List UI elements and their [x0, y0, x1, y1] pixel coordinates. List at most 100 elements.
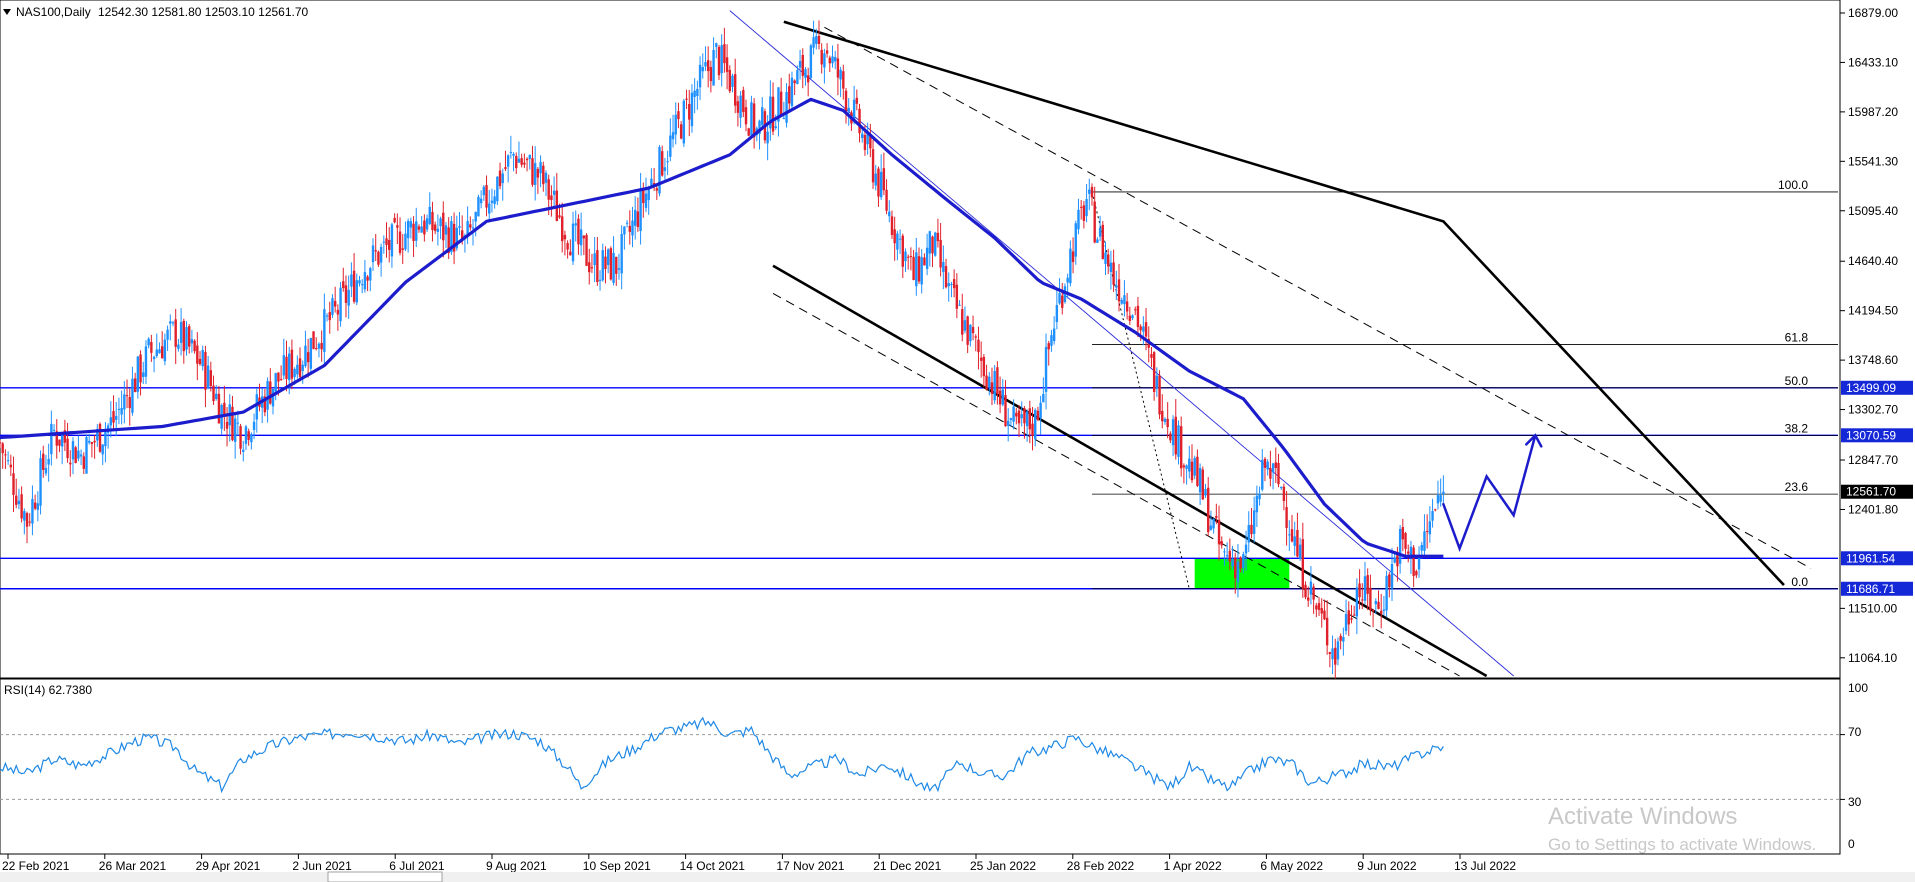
candle-body	[658, 147, 661, 194]
candle-body	[879, 171, 883, 198]
candle-body	[969, 324, 972, 342]
candle-body	[574, 223, 577, 226]
candle-body	[517, 158, 521, 163]
candle-body	[558, 215, 561, 218]
candle-body	[563, 234, 567, 240]
candle-body	[1061, 295, 1064, 308]
candle-body	[1239, 557, 1242, 569]
candle-body	[355, 280, 358, 303]
candle-body	[944, 266, 948, 288]
candle-body	[485, 185, 488, 208]
candle-body	[87, 440, 91, 443]
time-tick-label: 17 Nov 2021	[776, 859, 844, 873]
candle-body	[1134, 309, 1137, 311]
candle-body	[12, 473, 15, 495]
candle-body	[236, 422, 240, 424]
candle-body	[71, 441, 75, 460]
candle-body	[1261, 459, 1264, 490]
candle-body	[209, 370, 213, 387]
candle-body	[315, 348, 318, 350]
chart-tab[interactable]	[327, 871, 443, 882]
candle-body	[1050, 335, 1053, 346]
candle-body	[1109, 262, 1113, 272]
price-tick-label: 11510.00	[1848, 601, 1897, 615]
candle-body	[436, 228, 440, 232]
candle-body	[9, 464, 13, 468]
fib-label-61.8: 61.8	[1785, 330, 1809, 344]
candle-body	[133, 378, 137, 392]
candle-body	[1036, 410, 1040, 421]
candle-body	[963, 320, 967, 331]
candle-body	[1242, 554, 1245, 569]
candle-body	[955, 284, 959, 309]
candle-body	[598, 279, 602, 281]
candle-body	[1231, 559, 1234, 567]
candle-body	[1204, 489, 1207, 496]
candle-body	[804, 69, 807, 78]
candle-body	[609, 248, 613, 280]
candle-body	[823, 53, 826, 68]
candle-body	[1325, 617, 1329, 646]
candle-body	[317, 343, 321, 349]
candle-body	[644, 193, 648, 208]
candle-body	[379, 246, 383, 263]
price-axis[interactable]: 16879.00 16433.10 15987.20 15541.30 15095.40…	[1839, 0, 1898, 678]
candle-body	[952, 279, 956, 289]
candle-body	[342, 281, 345, 289]
candle-body	[685, 98, 688, 100]
candle-body	[847, 107, 850, 112]
candle-body	[479, 198, 483, 204]
time-axis[interactable]: 22 Feb 2021 26 Mar 2021 29 Apr 2021 2 Jun 2…	[0, 853, 1840, 873]
candle-body	[906, 256, 910, 258]
candle-body	[809, 45, 813, 79]
candle-body	[1258, 493, 1261, 500]
candle-body	[1255, 495, 1259, 513]
candle-body	[85, 437, 88, 474]
candle-body	[785, 91, 788, 123]
candle-body	[561, 216, 564, 242]
symbol-menu-triangle-icon[interactable]	[3, 9, 11, 15]
candle-body	[250, 434, 253, 443]
time-tick-label: 6 Jul 2021	[389, 859, 445, 873]
candle-body	[796, 70, 799, 85]
candle-body	[688, 104, 691, 120]
candle-body	[425, 218, 429, 230]
candle-body	[1139, 326, 1142, 331]
candle-body	[439, 218, 442, 227]
candle-body	[1044, 346, 1048, 392]
candle-body	[217, 393, 221, 424]
candle-body	[947, 283, 950, 287]
candle-body	[820, 49, 823, 65]
candle-body	[923, 257, 926, 266]
candle-body	[242, 449, 245, 452]
candle-body	[852, 99, 856, 121]
candle-body	[650, 178, 653, 187]
rsi-label-100: 100	[1848, 681, 1868, 695]
candle-body	[982, 356, 986, 377]
candle-body	[452, 223, 456, 252]
candle-body	[474, 212, 477, 222]
candle-body	[152, 356, 156, 360]
price-tick-label: 14640.40	[1848, 254, 1898, 268]
candle-body	[696, 88, 699, 97]
candle-body	[309, 338, 313, 369]
candle-body	[447, 227, 450, 253]
candle-body	[523, 162, 526, 165]
candle-body	[885, 189, 888, 211]
candle-body	[147, 338, 150, 346]
price-tick-label: 15541.30	[1848, 154, 1898, 168]
candle-body	[1269, 467, 1272, 479]
candle-body	[90, 442, 94, 445]
candle-body	[1347, 610, 1350, 625]
candle-body	[909, 255, 913, 257]
candle-body	[942, 262, 945, 272]
rsi-title: RSI(14) 62.7380	[4, 683, 92, 697]
fib-label-23.6: 23.6	[1785, 480, 1809, 494]
candle-body	[617, 268, 621, 270]
candle-body	[225, 421, 229, 429]
candle-body	[950, 284, 953, 286]
candle-body	[690, 92, 694, 127]
candle-body	[920, 257, 923, 285]
candle-body	[390, 224, 394, 257]
